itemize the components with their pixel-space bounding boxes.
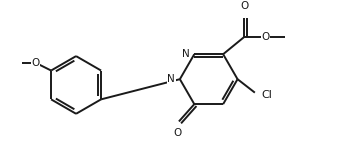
Text: O: O <box>173 128 181 138</box>
Text: O: O <box>261 32 269 42</box>
Text: N: N <box>182 49 189 59</box>
Text: O: O <box>32 58 40 68</box>
Text: Cl: Cl <box>262 90 273 100</box>
Text: O: O <box>240 1 249 11</box>
Text: N: N <box>167 74 175 84</box>
